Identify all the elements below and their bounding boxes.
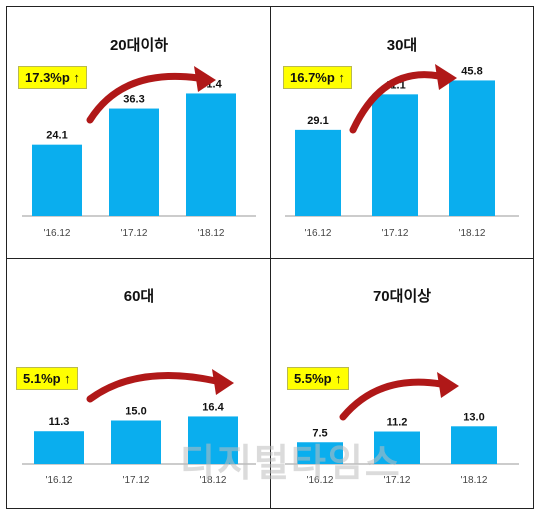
x-tick-label: '18.12 <box>198 228 225 239</box>
chart-panel-60s: 11.3 '16.12 15.0 '17.12 16.4 '18.12 60대 5.1%p… <box>8 259 270 509</box>
x-tick-label: '18.12 <box>461 475 488 486</box>
chart-panel-20s: 24.1'16.12 36.3'17.12 41.4'18.12 20대이하 17.… <box>8 8 270 258</box>
bar-chart: 7.5 '16.12 11.2 '17.12 13.0 '18.12 <box>285 372 519 486</box>
vertical-divider <box>270 6 271 509</box>
x-tick-label: '16.12 <box>44 228 71 239</box>
trend-arrow-head <box>435 64 457 90</box>
data-label: 15.0 <box>125 406 146 418</box>
data-label: 13.0 <box>463 411 484 423</box>
x-tick-label: '18.12 <box>200 475 227 486</box>
x-tick-label: '16.12 <box>305 228 332 239</box>
bar <box>32 144 82 216</box>
x-tick-label: '17.12 <box>123 475 150 486</box>
chart-title: 60대 <box>123 288 155 305</box>
bar <box>34 431 84 464</box>
data-label: 16.4 <box>202 401 224 413</box>
x-tick-label: '17.12 <box>384 475 411 486</box>
chart-title: 70대이상 <box>372 288 432 305</box>
data-label: 7.5 <box>312 427 327 439</box>
growth-callout: 17.3%p ↑ <box>18 66 87 89</box>
trend-arrow <box>86 371 220 403</box>
bar <box>186 93 236 216</box>
bar-chart: 11.3 '16.12 15.0 '17.12 16.4 '18.12 <box>22 369 256 486</box>
data-label: 11.2 <box>387 417 408 429</box>
x-tick-label: '17.12 <box>382 228 409 239</box>
chart-title: 20대이하 <box>109 37 169 54</box>
chart-panel-70s-plus: 7.5 '16.12 11.2 '17.12 13.0 '18.12 70대이상 5.5%… <box>271 259 533 509</box>
chart-panel-30s: 29.1'16.12 41.1'17.12 45.8'18.12 30대 16.7%… <box>271 8 533 258</box>
data-label: 24.1 <box>46 130 67 142</box>
x-tick-label: '18.12 <box>459 228 486 239</box>
watermark-logo: 디지털타임스 <box>180 443 402 485</box>
bar <box>109 108 159 216</box>
x-tick-label: '17.12 <box>121 228 148 239</box>
data-label: 11.3 <box>49 416 70 428</box>
trend-arrow <box>339 378 445 421</box>
data-label: 29.1 <box>307 115 328 127</box>
chart-title: 30대 <box>386 37 418 54</box>
bar <box>188 416 238 464</box>
trend-arrow <box>86 72 202 124</box>
data-label: 45.8 <box>461 65 482 77</box>
growth-callout: 5.1%p ↑ <box>16 367 78 390</box>
trend-arrow <box>349 71 443 134</box>
bar <box>449 80 495 216</box>
growth-callout: 5.5%p ↑ <box>287 367 349 390</box>
bar <box>111 420 161 464</box>
bar <box>374 431 420 464</box>
data-label: 36.3 <box>123 94 144 106</box>
bar <box>295 129 341 216</box>
bar <box>451 426 497 464</box>
trend-arrow-head <box>194 66 216 92</box>
x-tick-label: '16.12 <box>307 475 334 486</box>
trend-arrow-head <box>437 372 459 398</box>
growth-callout: 16.7%p ↑ <box>283 66 352 89</box>
bar <box>372 94 418 216</box>
bar <box>297 442 343 464</box>
horizontal-divider <box>6 258 534 259</box>
x-tick-label: '16.12 <box>46 475 73 486</box>
trend-arrow-head <box>212 369 234 395</box>
